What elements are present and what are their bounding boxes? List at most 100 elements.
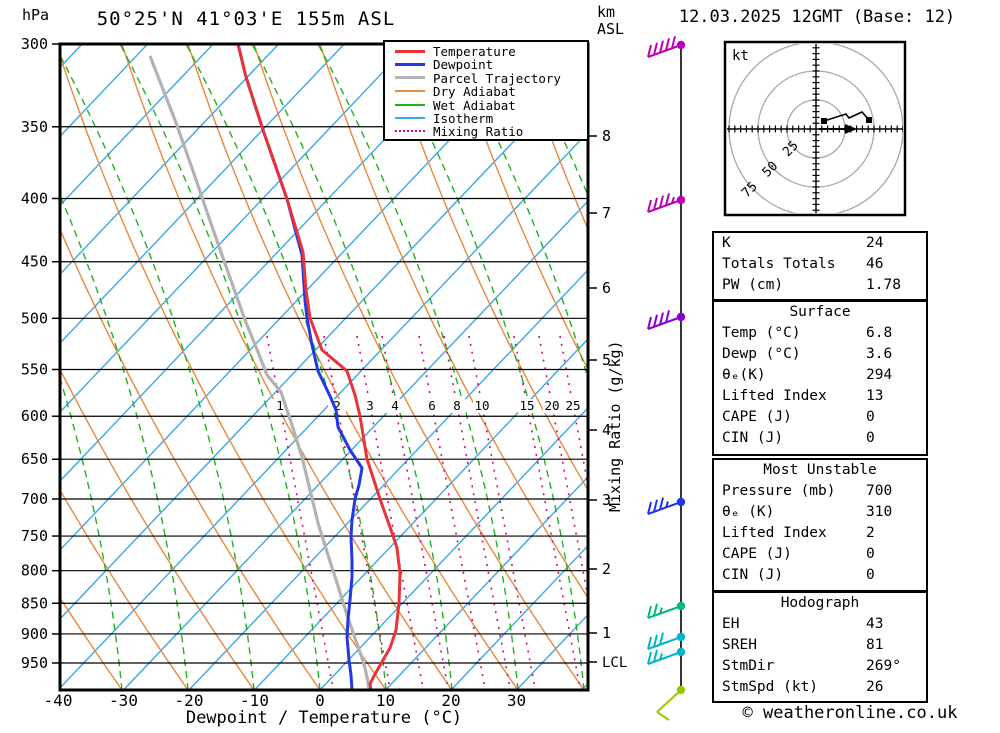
- metric-row: CIN (J) 0: [714, 565, 926, 586]
- wind-barb-full: [665, 310, 670, 323]
- temperature-tick-label: 20: [441, 691, 460, 710]
- wind-barb-full: [653, 499, 658, 513]
- wind-barb-half: [671, 196, 675, 204]
- mixing-label-bg: [361, 399, 379, 413]
- legend-item: Mixing Ratio: [385, 124, 587, 140]
- parcel-trajectory-curve: [148, 55, 371, 690]
- wind-barb-full: [647, 636, 652, 650]
- metric-row: Pressure (mb) 700: [714, 481, 926, 502]
- km-tick-label: 7: [602, 204, 611, 222]
- isotherm-line: [60, 44, 411, 414]
- wind-barb: [647, 601, 686, 619]
- mixing-label-bg: [564, 399, 582, 413]
- dry-adiabat-line: [319, 44, 588, 600]
- isotherm-line: [450, 544, 588, 690]
- metric-label: Totals Totals: [722, 256, 836, 272]
- mixing-label-bg: [448, 399, 466, 413]
- metric-row: Totals Totals 46: [714, 254, 926, 275]
- mixing-ratio-line: [443, 335, 511, 689]
- metric-row: Lifted Index 2: [714, 523, 926, 544]
- metric-value: 6.8: [866, 325, 893, 341]
- wind-barb: [647, 35, 686, 58]
- metric-label: K: [722, 235, 731, 251]
- metric-value: 81: [866, 637, 884, 653]
- legend-item-label: Mixing Ratio: [433, 124, 524, 140]
- metric-value: 0: [866, 430, 875, 446]
- metric-label: CAPE (J): [722, 409, 792, 425]
- wind-barb-full: [653, 603, 658, 617]
- pressure-tick-label: 800: [21, 562, 48, 580]
- legend: Temperature Dewpoint Parcel Trajectory Dry …: [383, 40, 589, 141]
- legend-swatch-line: [395, 103, 425, 106]
- metric-value: 2: [866, 525, 875, 541]
- legend-swatch-line: [395, 49, 425, 53]
- panel-header: Surface: [789, 304, 851, 320]
- asl-unit-line: ASL: [597, 20, 625, 38]
- mixing-label-bg: [543, 399, 561, 413]
- pressure-tick-label: 450: [21, 253, 48, 271]
- panel-rows: EH 43 SREH 81 StmDir 269° StmSpd (kt) 26: [714, 614, 926, 698]
- legend-item: Temperature: [385, 45, 587, 58]
- temperature-tick-label: -30: [109, 691, 138, 710]
- metric-label: StmSpd (kt): [722, 679, 819, 695]
- wind-barb: [647, 497, 686, 515]
- mixing-ratio-label: 2: [333, 398, 341, 413]
- dry-adiabat-line: [187, 44, 519, 690]
- metric-row: CAPE (J) 0: [714, 544, 926, 565]
- legend-item: Isotherm: [385, 112, 587, 125]
- legend-item: Dewpoint: [385, 57, 587, 73]
- pressure-axis-unit: hPa: [22, 6, 50, 24]
- wind-barb-full: [647, 44, 652, 58]
- isotherm-line: [60, 44, 345, 345]
- x-axis-label: Dewpoint / Temperature (°C): [185, 708, 463, 728]
- metric-row: θₑ (K) 310: [714, 502, 926, 523]
- isotherm-line: [188, 268, 588, 690]
- metric-label: CAPE (J): [722, 546, 792, 562]
- isotherm-line: [0, 44, 17, 690]
- mixing-ratio-label: 6: [428, 398, 436, 413]
- wind-barb-half: [659, 653, 663, 660]
- legend-swatch-line: [395, 76, 425, 80]
- curves-layer: [148, 44, 402, 690]
- wind-barb-full: [659, 497, 664, 510]
- panel-rows: Pressure (mb) 700 θₑ (K) 310 Lifted Index 2 CA…: [714, 481, 926, 586]
- dry-adiabat-line: [60, 367, 255, 690]
- temperature-tick-label: -40: [44, 691, 73, 710]
- metric-value: 1.78: [866, 277, 901, 293]
- metric-value: 24: [866, 235, 884, 251]
- metric-row: EH 43: [714, 614, 926, 635]
- dry-adiabat-line: [121, 44, 453, 690]
- mixing-ratio-label: 3: [366, 398, 374, 413]
- km-tick-label: 1: [602, 624, 611, 642]
- dry-adiabat-line: [60, 488, 189, 690]
- km-tick-label: 4: [602, 421, 611, 439]
- metric-value: 269°: [866, 658, 901, 674]
- wind-barb-full: [653, 314, 658, 328]
- km-tick-label: 5: [602, 351, 611, 369]
- panel-stability-indices: K 24 Totals Totals 46 PW (cm) 1.78: [712, 231, 928, 301]
- mixing-ratio-label: 25: [565, 398, 580, 413]
- wind-barb-staff: [656, 689, 682, 713]
- metric-value: 43: [866, 616, 884, 632]
- valid-time-title: 12.03.2025 12GMT (Base: 12): [678, 7, 956, 27]
- legend-item-label: Isotherm: [433, 110, 494, 126]
- km-tick-label: 2: [602, 560, 611, 578]
- pressure-tick-label: 500: [21, 309, 48, 327]
- mixing-ratio-line: [538, 335, 588, 602]
- temperature-tick-label: 0: [315, 691, 325, 710]
- mixing-ratio-line: [468, 335, 536, 689]
- pressure-tick-label: 300: [21, 35, 48, 53]
- wind-barb-staff: [647, 199, 682, 213]
- legend-item-label: Dewpoint: [433, 57, 494, 73]
- metric-value: 294: [866, 367, 893, 383]
- mixing-ratio-label: 10: [474, 398, 489, 413]
- wind-barb-full: [656, 711, 670, 721]
- legend-item-label: Parcel Trajectory: [433, 70, 561, 86]
- mixing-ratio-label: 15: [519, 398, 534, 413]
- metric-value: 3.6: [866, 346, 893, 362]
- temperature-tick-label: -20: [175, 691, 204, 710]
- station-title: 50°25'N 41°03'E 155m ASL: [96, 8, 396, 30]
- metric-row: K 24: [714, 233, 926, 254]
- copyright-text: © weatheronline.co.uk: [742, 703, 958, 723]
- temperature-curve: [236, 44, 402, 690]
